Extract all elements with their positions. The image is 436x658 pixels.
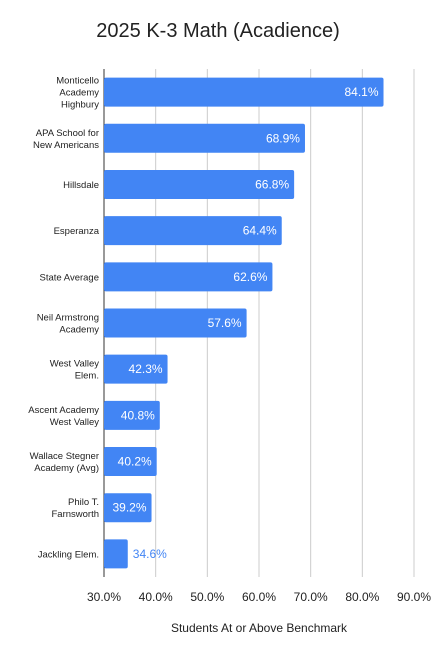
category-label-line: West Valley [50, 417, 100, 428]
value-label: 64.4% [243, 224, 277, 238]
category-label-line: State Average [39, 272, 99, 283]
category-label: Wallace Stegner Academy (Avg) [30, 451, 99, 474]
category-label: Philo T. Farnsworth [51, 497, 99, 520]
category-label-line: Hillsdale [63, 180, 99, 191]
category-label: Neil Armstrong Academy [37, 313, 100, 336]
x-tick-label: 30.0% [87, 590, 121, 604]
category-label-line: Philo T. [68, 497, 99, 508]
value-label: 66.8% [255, 177, 289, 191]
category-label: Esperanza [54, 226, 100, 237]
category-label: West Valley Elem. [50, 359, 100, 382]
category-label-line: Academy [59, 325, 99, 336]
category-label: State Average [39, 272, 99, 283]
x-tick-label: 70.0% [294, 590, 328, 604]
value-label: 57.6% [208, 316, 242, 330]
category-label-line: Neil Armstrong [37, 313, 99, 324]
category-label: Monticello Academy Highbury [56, 76, 99, 111]
value-label: 68.9% [266, 131, 300, 145]
x-tick-label: 80.0% [345, 590, 379, 604]
bar [104, 216, 282, 246]
value-label: 42.3% [129, 362, 163, 376]
x-tick-label: 50.0% [190, 590, 224, 604]
x-tick-label: 60.0% [242, 590, 276, 604]
bar [104, 354, 168, 384]
category-label-line: Jackling Elem. [38, 549, 99, 560]
category-label: APA School for New Americans [33, 128, 99, 151]
x-axis-label: Students At or Above Benchmark [170, 621, 348, 635]
category-label-line: Monticello [56, 76, 99, 87]
category-label-line: Academy (Avg) [34, 463, 99, 474]
chart-title: 2025 K-3 Math (Acadience) [96, 20, 340, 42]
bar [104, 539, 128, 569]
bar [104, 169, 295, 199]
value-label: 40.2% [118, 455, 152, 469]
value-label: 39.2% [113, 501, 147, 515]
category-label-line: Wallace Stegner [30, 451, 99, 462]
category-label-line: Farnsworth [51, 509, 99, 520]
bar [104, 400, 160, 430]
category-label-line: West Valley [50, 359, 100, 370]
category-label-line: APA School for [36, 128, 99, 139]
category-label: Hillsdale [63, 180, 99, 191]
value-label: 84.1% [344, 85, 378, 99]
category-label-line: Academy [59, 88, 99, 99]
category-label-line: Highbury [61, 100, 99, 111]
x-tick-label: 90.0% [397, 590, 431, 604]
category-label-line: New Americans [33, 140, 99, 151]
bar [104, 447, 157, 477]
value-label: 40.8% [121, 408, 155, 422]
x-tick-label: 40.0% [139, 590, 173, 604]
bar [104, 77, 384, 107]
bar [104, 308, 247, 338]
category-label-line: Esperanza [54, 226, 100, 237]
category-label: Jackling Elem. [38, 549, 99, 560]
category-label-line: Ascent Academy [28, 405, 99, 416]
category-label-line: Elem. [75, 371, 99, 382]
bar [104, 123, 305, 153]
bar [104, 262, 273, 292]
category-label: Ascent Academy West Valley [28, 405, 99, 428]
value-label: 62.6% [233, 270, 267, 284]
value-label: 34.6% [133, 547, 167, 561]
bar [104, 493, 152, 523]
